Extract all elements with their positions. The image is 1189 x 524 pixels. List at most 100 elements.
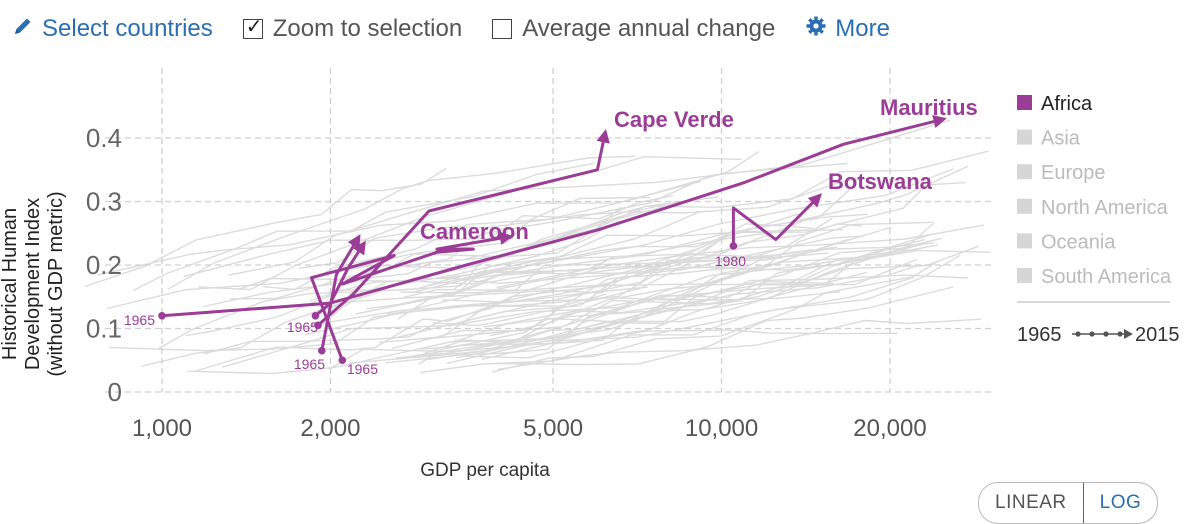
legend-swatch <box>1017 164 1032 180</box>
legend-swatch <box>1017 95 1032 110</box>
country-start-point <box>729 242 738 250</box>
y-axis-title: Historical HumanDevelopment Index(withou… <box>0 191 67 376</box>
background-line <box>493 286 954 366</box>
y-tick-label: 0 <box>108 377 122 407</box>
time-range-dot <box>1103 331 1109 337</box>
background-line <box>429 235 865 287</box>
country-start-point <box>338 356 347 365</box>
y-axis-title-line: Development Index <box>22 198 44 370</box>
background-line <box>400 252 829 294</box>
start-year-label: 1965 <box>347 361 378 377</box>
country-start-point <box>311 312 320 320</box>
background-line <box>348 291 841 364</box>
country-start-point <box>314 321 322 330</box>
select-countries-label: Select countries <box>42 15 213 42</box>
y-tick-label: 0.1 <box>86 314 122 344</box>
log-scale-button[interactable]: LOG <box>1082 483 1158 523</box>
background-line <box>420 276 914 374</box>
zoom-to-selection-checkbox[interactable]: ✓ Zoom to selection <box>242 15 463 43</box>
country-path <box>314 240 366 317</box>
average-annual-change-label: Average annual change <box>522 15 776 42</box>
background-line <box>230 196 651 300</box>
linear-scale-button[interactable]: LINEAR <box>995 492 1067 513</box>
country-start-point <box>158 312 166 320</box>
time-start-label: 1965 <box>1017 324 1062 346</box>
x-tick-label: 5,000 <box>523 415 583 442</box>
y-axis-title-line: Historical Human <box>0 208 21 360</box>
background-line <box>403 248 814 299</box>
legend-swatch <box>1017 268 1032 283</box>
legend-label: Africa <box>1041 93 1093 115</box>
background-line <box>331 177 875 274</box>
background-line <box>497 318 982 371</box>
background-line <box>228 162 848 276</box>
background-line <box>465 329 898 359</box>
background-line <box>183 194 674 278</box>
background-line <box>262 150 760 291</box>
pencil-icon <box>12 15 34 44</box>
start-year-label: 1965 <box>124 312 155 328</box>
country-label: Cameroon <box>420 219 529 244</box>
checkbox-box: ✓ <box>242 16 263 39</box>
country-start-point <box>317 346 326 355</box>
legend-label: Asia <box>1041 128 1081 150</box>
time-range-dot <box>1075 331 1081 337</box>
background-line <box>389 242 935 340</box>
country-path <box>317 129 610 327</box>
country-path <box>320 234 361 351</box>
y-tick-label: 0.4 <box>86 123 122 153</box>
time-range-dot <box>1117 331 1123 337</box>
select-countries-button[interactable]: Select countries <box>12 15 213 44</box>
y-tick-label: 0.3 <box>86 187 122 217</box>
background-line <box>433 223 862 327</box>
y-tick-label: 0.2 <box>86 250 122 280</box>
checkbox-box <box>492 19 513 39</box>
background-line <box>456 238 925 359</box>
legend-swatch <box>1017 198 1032 214</box>
country-path <box>731 193 823 246</box>
background-line <box>418 253 776 365</box>
legend-label: South America <box>1041 266 1172 288</box>
background-line <box>328 258 840 370</box>
scale-toggle: LINEAR LOG <box>978 482 1159 524</box>
time-range-dot <box>1089 331 1095 337</box>
country-label: Botswana <box>828 169 933 194</box>
more-button[interactable]: More <box>805 15 890 44</box>
background-line <box>379 242 929 344</box>
background-line <box>167 155 636 290</box>
country-label: Cape Verde <box>614 107 734 132</box>
x-axis-title: GDP per capita <box>420 460 550 481</box>
start-year-label: 1965 <box>294 356 325 372</box>
legend-label: Europe <box>1041 162 1106 184</box>
background-line <box>106 192 716 310</box>
background-line <box>385 280 834 364</box>
background-line <box>395 263 921 359</box>
background-line <box>96 180 701 276</box>
background-line <box>237 206 622 291</box>
x-tick-label: 2,000 <box>300 415 360 442</box>
background-line <box>298 200 679 269</box>
average-annual-change-checkbox[interactable]: Average annual change <box>492 15 775 43</box>
legend-swatch <box>1017 129 1032 145</box>
background-line <box>453 274 969 343</box>
background-line <box>423 217 833 312</box>
background-line <box>304 213 799 336</box>
x-tick-label: 1,000 <box>132 415 192 442</box>
checkmark-icon: ✓ <box>245 16 263 38</box>
background-line <box>355 213 869 315</box>
x-tick-label: 20,000 <box>853 415 926 442</box>
background-line <box>309 196 718 302</box>
start-year-label: 1965 <box>287 319 318 335</box>
background-line <box>202 210 701 308</box>
time-end-label: 2015 <box>1135 324 1180 346</box>
start-year-label: 1980 <box>715 253 746 269</box>
gear-icon <box>805 15 827 44</box>
country-label: Mauritius <box>880 95 978 120</box>
country-path <box>310 231 514 361</box>
background-line <box>198 155 742 291</box>
legend-label: North America <box>1041 197 1169 219</box>
more-label: More <box>835 15 890 42</box>
zoom-to-selection-label: Zoom to selection <box>272 15 463 42</box>
time-range-arrow <box>1124 329 1133 339</box>
